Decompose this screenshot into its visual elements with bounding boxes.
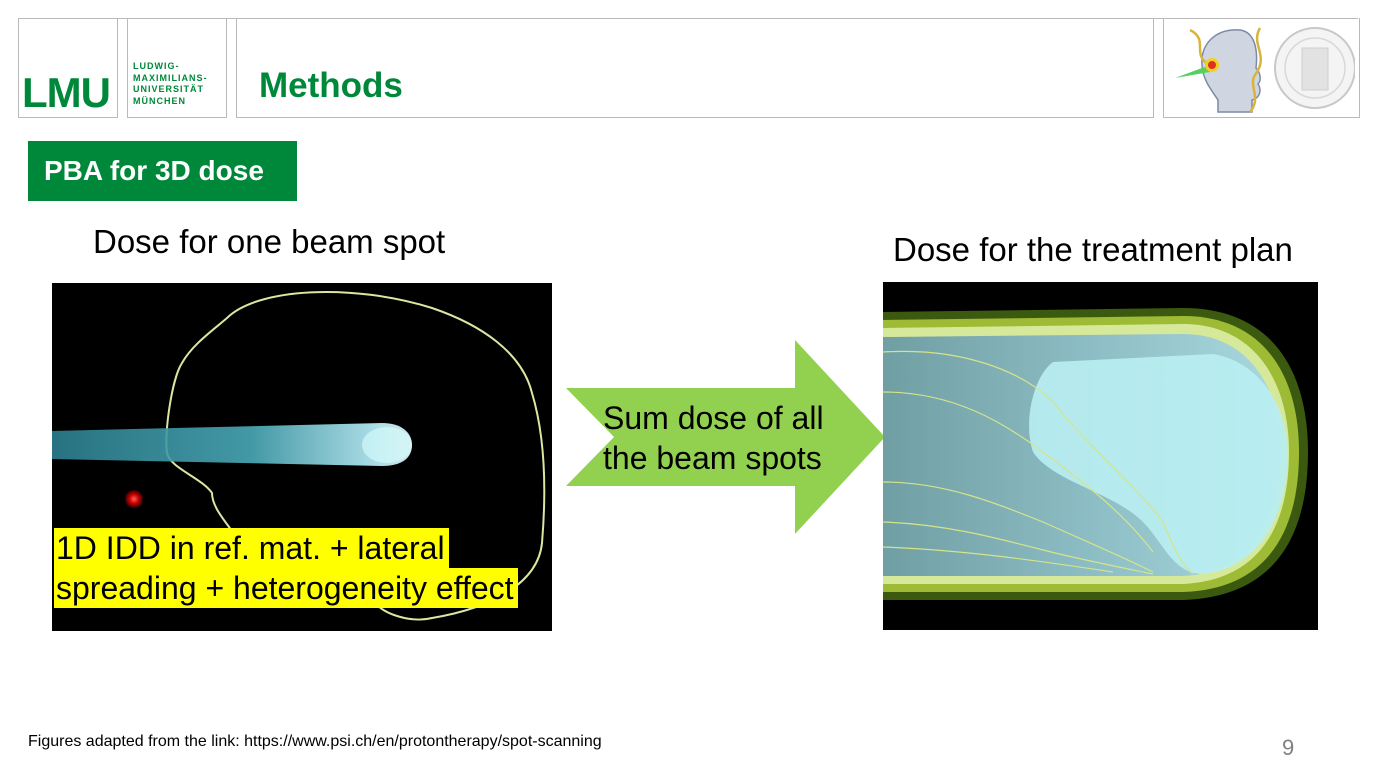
sum-arrow [566, 340, 885, 534]
header-top-line [18, 18, 1358, 19]
head-and-seal-illustration [1175, 27, 1355, 113]
title-box [236, 18, 1154, 118]
lmu-logo: LMU [22, 69, 111, 116]
page-title: Methods [259, 66, 403, 105]
page-number: 9 [1282, 735, 1295, 760]
highlight-note: 1D IDD in ref. mat. + lateral spreading … [54, 528, 518, 608]
single-beam-spot-image: 1D IDD in ref. mat. + lateral spreading … [52, 283, 552, 631]
right-caption: Dose for the treatment plan [893, 231, 1293, 268]
arrow-label: Sum dose of all the beam spots [603, 398, 824, 478]
section-label: PBA for 3D dose [28, 141, 297, 201]
left-caption: Dose for one beam spot [93, 223, 446, 260]
highlight-line-2: spreading + heterogeneity effect [54, 568, 518, 608]
university-name: LUDWIG- MAXIMILIANS- UNIVERSITÄT MÜNCHEN [133, 61, 208, 106]
treatment-plan-dose-image [883, 282, 1318, 630]
arrow-label-line-2: the beam spots [603, 440, 822, 476]
university-name-box [127, 18, 227, 118]
figure-source-note: Figures adapted from the link: https://w… [28, 733, 602, 750]
highlight-line-1: 1D IDD in ref. mat. + lateral [54, 528, 449, 568]
header-image-box [1163, 18, 1360, 118]
logo-box [18, 18, 118, 118]
arrow-label-line-1: Sum dose of all [603, 400, 824, 436]
